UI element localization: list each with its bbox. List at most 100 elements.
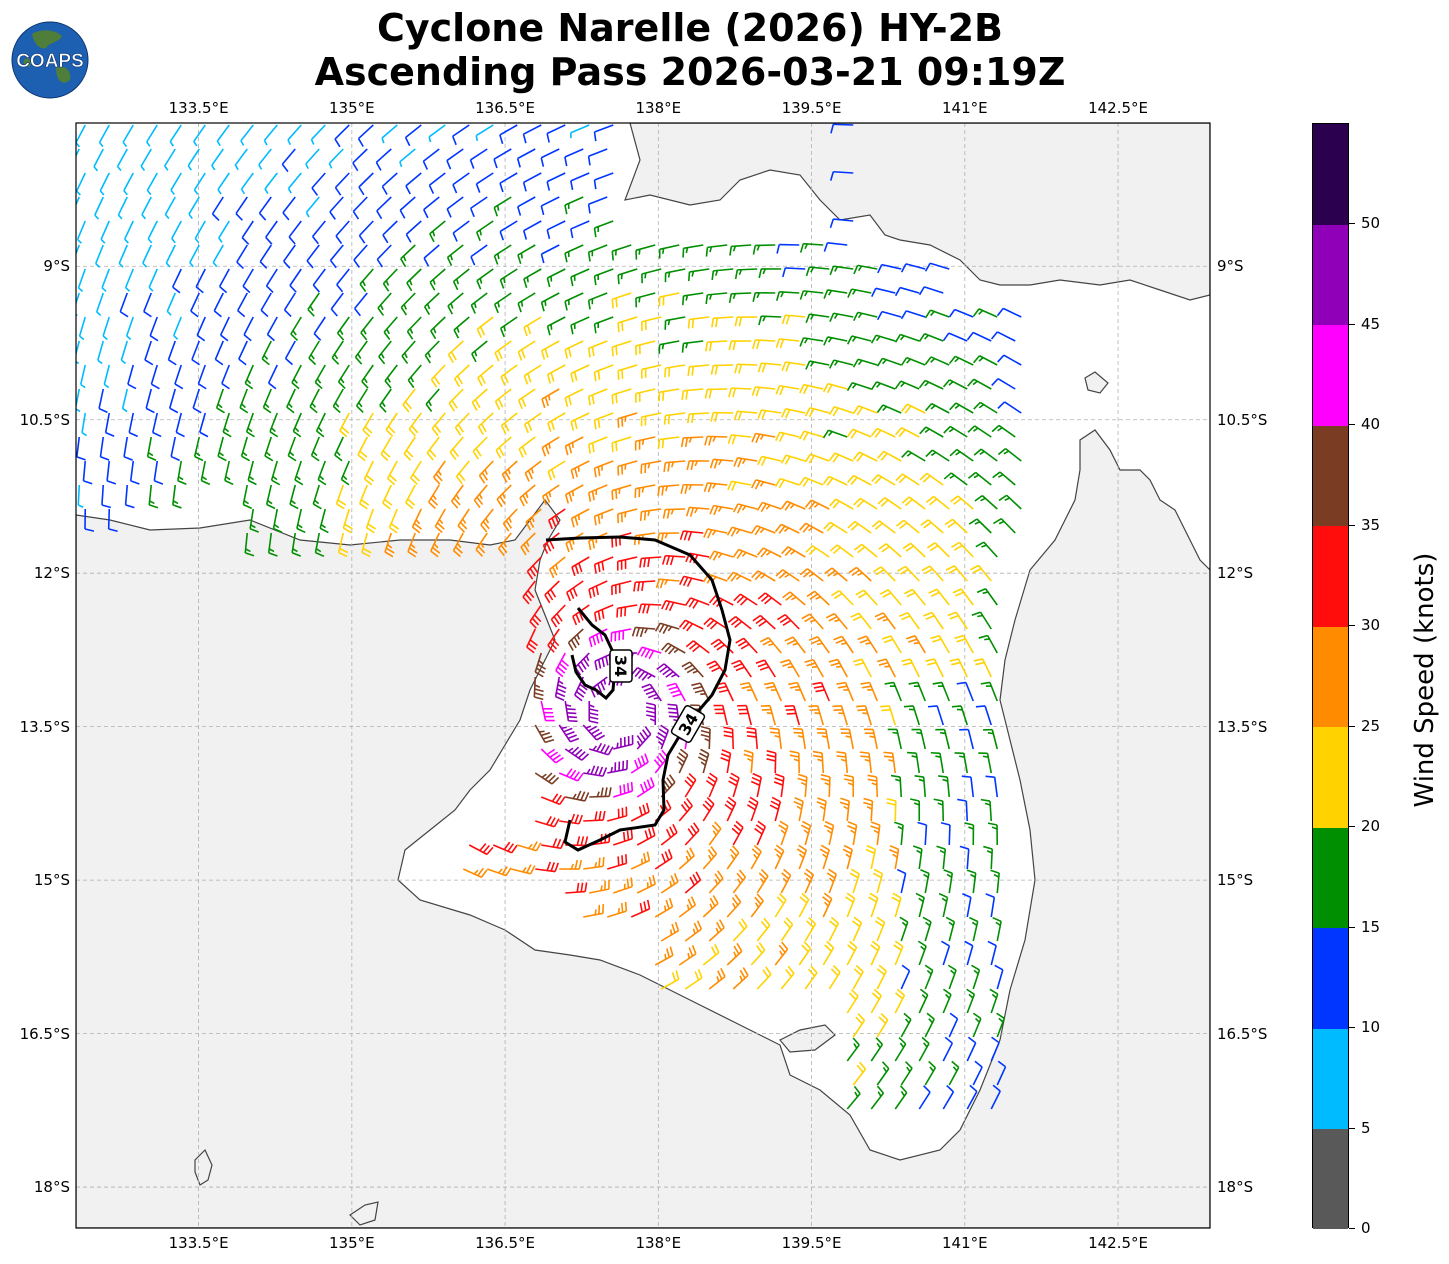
wind-barb xyxy=(751,432,776,444)
wind-barb xyxy=(82,460,93,485)
lon-label-bottom: 136.5°E xyxy=(475,1234,536,1252)
wind-barb xyxy=(588,580,608,599)
wind-barb xyxy=(847,288,872,298)
colorbar-tick xyxy=(1349,826,1355,828)
wind-barb xyxy=(823,820,835,846)
wind-barb xyxy=(564,700,578,723)
colorbar xyxy=(1312,123,1349,1230)
wind-barb xyxy=(77,484,84,508)
wind-barb xyxy=(307,292,320,317)
wind-barb xyxy=(450,484,464,509)
wind-barb xyxy=(853,497,878,510)
wind-barb xyxy=(774,844,785,870)
wind-barb xyxy=(281,148,296,173)
wind-barb xyxy=(657,436,680,449)
wind-barb xyxy=(494,388,512,411)
wind-barb xyxy=(726,526,752,537)
wind-barb xyxy=(547,628,560,653)
wind-barb xyxy=(653,749,669,774)
wind-barb xyxy=(805,313,830,324)
wind-barb xyxy=(681,340,704,353)
contour-label-1: 34 xyxy=(609,649,633,683)
wind-barb xyxy=(588,484,608,502)
wind-barb xyxy=(924,964,934,990)
wind-barb xyxy=(382,268,398,292)
wind-barb xyxy=(938,775,951,798)
wind-barb xyxy=(731,659,752,678)
wind-barb xyxy=(870,821,881,846)
wind-barb xyxy=(705,292,728,305)
wind-barb xyxy=(329,244,344,269)
wind-barb xyxy=(559,859,583,870)
wind-barb xyxy=(630,899,651,918)
colorbar-tick-label: 5 xyxy=(1361,1118,1371,1137)
wind-barb xyxy=(666,682,686,702)
wind-barb xyxy=(217,172,230,195)
wind-barb xyxy=(523,316,542,337)
wind-barb xyxy=(900,310,926,320)
wind-barb xyxy=(519,484,536,507)
wind-barb xyxy=(942,332,968,342)
wind-barb xyxy=(146,172,158,196)
wind-barb xyxy=(382,484,393,510)
wind-barb xyxy=(497,532,512,557)
wind-barb xyxy=(544,580,560,604)
wind-barb xyxy=(547,412,566,433)
wind-barb xyxy=(219,316,230,342)
wind-barb xyxy=(146,436,157,462)
wind-barb xyxy=(452,532,464,558)
wind-barb xyxy=(140,148,152,172)
wind-barb xyxy=(947,964,957,990)
wind-barb xyxy=(423,292,440,316)
wind-barb xyxy=(654,622,680,634)
wind-barb xyxy=(919,426,944,438)
wind-barb xyxy=(774,477,800,489)
wind-barb xyxy=(700,725,711,750)
wind-barb xyxy=(284,340,296,366)
wind-barb xyxy=(774,523,800,534)
wind-barb xyxy=(570,124,590,139)
wind-barb xyxy=(630,851,651,870)
wind-barb xyxy=(287,124,302,146)
wind-barb xyxy=(780,454,806,465)
wind-barb xyxy=(177,460,187,485)
wind-barb xyxy=(737,704,753,726)
wind-barb xyxy=(354,292,368,317)
wind-barb xyxy=(812,681,830,702)
wind-barb xyxy=(756,547,782,558)
wind-barb xyxy=(752,291,776,302)
wind-barb xyxy=(751,570,776,582)
wind-barb xyxy=(990,869,1000,894)
wind-barb xyxy=(829,498,854,510)
colorbar-bin xyxy=(1313,1128,1348,1230)
wind-barb xyxy=(469,196,488,218)
wind-barb xyxy=(221,364,230,390)
wind-barb xyxy=(593,460,614,478)
wind-barb xyxy=(799,290,824,300)
colorbar-bin xyxy=(1313,324,1348,426)
wind-barb xyxy=(311,220,326,245)
wind-barb xyxy=(684,871,702,894)
wind-barb xyxy=(870,940,881,966)
wind-barb xyxy=(272,508,283,534)
wind-barb xyxy=(548,556,566,579)
wind-barb xyxy=(709,504,734,516)
wind-barb xyxy=(243,316,254,342)
wind-barb xyxy=(611,484,632,500)
wind-barb xyxy=(547,460,566,481)
wind-barb xyxy=(542,484,560,506)
wind-barb xyxy=(829,544,854,558)
wind-barb xyxy=(798,892,810,918)
wind-barb xyxy=(212,244,224,268)
wind-barb xyxy=(524,460,542,482)
wind-barb xyxy=(845,892,856,918)
lon-label-bottom: 141°E xyxy=(941,1234,988,1252)
wind-barb xyxy=(493,244,512,265)
wind-barb xyxy=(846,940,858,966)
wind-barb xyxy=(703,528,728,539)
colorbar-tick xyxy=(1349,1127,1355,1129)
wind-barb xyxy=(123,220,134,244)
wind-barb xyxy=(852,1013,866,1038)
wind-barb xyxy=(998,494,1022,510)
wind-barb xyxy=(680,483,704,494)
